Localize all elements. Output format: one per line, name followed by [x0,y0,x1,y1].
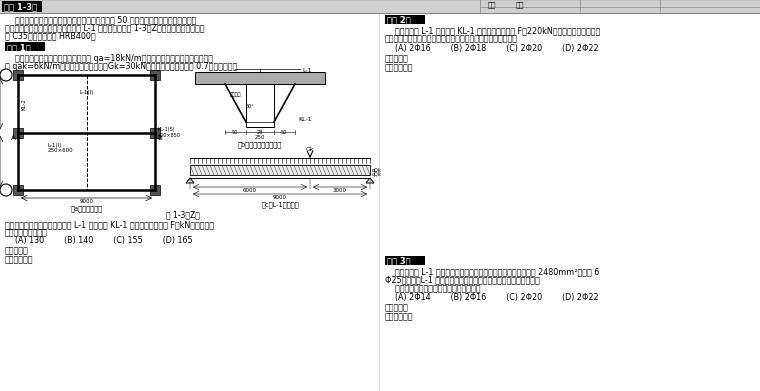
Text: 提示：梁顶钢筋在主梁内满足锚固要求。: 提示：梁顶钢筋在主梁内满足锚固要求。 [385,284,480,293]
Bar [385,15,425,24]
Bar [190,165,370,175]
Text: 主要解答过程: 主要解答过程 [385,63,413,72]
Text: KL-1(S)
400×850: KL-1(S) 400×850 [158,127,181,138]
Text: KL-2: KL-2 [21,98,26,110]
Bar [5,42,45,51]
Text: 3000: 3000 [333,188,347,193]
Text: 28: 28 [257,130,263,135]
Bar [13,127,23,138]
Text: 答案: 答案 [516,1,524,7]
Text: 【题 1-3】: 【题 1-3】 [4,2,37,11]
Text: 主要解答过程: 主要解答过程 [5,255,33,264]
Circle shape [0,69,12,81]
Bar [246,84,274,127]
Text: 附加吊筋承担。试问，附加吊筋的配置选用下列何项最为合适？: 附加吊筋承担。试问，附加吊筋的配置选用下列何项最为合适？ [385,34,518,43]
Text: 图 1-3（Z）: 图 1-3（Z） [166,210,200,219]
Text: Gk: Gk [306,147,315,152]
Text: 【题 3】: 【题 3】 [387,256,410,265]
Text: 9000: 9000 [273,195,287,200]
Text: 某办公楼为现浇混凝土框架结构，设计使用年限 50 年，安全等级为二级，其二层局: 某办公楼为现浇混凝土框架结构，设计使用年限 50 年，安全等级为二级，其二层局 [5,15,196,24]
Text: (A) 2Φ16        (B) 2Φ18        (C) 2Φ20        (D) 2Φ22: (A) 2Φ16 (B) 2Φ18 (C) 2Φ20 (D) 2Φ22 [385,44,599,53]
Text: 部平面图、主次梁节点示意图和次梁 L-1 的计算简图如图 1-3（Z）所示，混凝土强度等: 部平面图、主次梁节点示意图和次梁 L-1 的计算简图如图 1-3（Z）所示，混凝… [5,23,204,32]
Bar [2,1,42,12]
Polygon shape [186,178,194,183]
Bar [150,185,160,195]
Text: 9000: 9000 [80,199,93,204]
Text: KL-1: KL-1 [298,117,312,122]
Text: (A) 2Φ14        (B) 2Φ16        (C) 2Φ20        (D) 2Φ22: (A) 2Φ14 (B) 2Φ16 (C) 2Φ20 (D) 2Φ22 [385,293,599,302]
Text: L-1(I)
250×600: L-1(I) 250×600 [48,142,74,153]
Text: L-1(I): L-1(I) [79,90,93,95]
Bar [385,256,425,265]
Text: (A) 130        (B) 140        (C) 155        (D) 165: (A) 130 (B) 140 (C) 155 (D) 165 [5,236,192,245]
Text: 题号: 题号 [488,1,496,7]
Text: 【题 1】: 【题 1】 [7,43,30,52]
Text: （a）局部平面图: （a）局部平面图 [71,205,103,212]
Text: 考虑楼面活载折减系数时，次梁 L-1 传给主梁 KL-1 的集中荷载设计值 F（kN），与下列: 考虑楼面活载折减系数时，次梁 L-1 传给主梁 KL-1 的集中荷载设计值 F（… [5,220,214,229]
Text: Φ25。试问，L-1 支座上部的纵向钢筋，至少应采用下列何项配置？: Φ25。试问，L-1 支座上部的纵向钢筋，至少应采用下列何项配置？ [385,275,540,284]
Text: 附加箍筋: 附加箍筋 [230,92,242,97]
Text: 主要解答过程: 主要解答过程 [385,312,413,321]
Bar [150,127,160,138]
Circle shape [0,184,12,196]
Text: （c）L-1计算简图: （c）L-1计算简图 [261,201,299,208]
Text: 级 C35，钢筋均采用 HRB400。: 级 C35，钢筋均采用 HRB400。 [5,31,96,40]
Text: 假定，次梁 L-1 跨中下部纵向受力钢筋按计算所需的截面面积为 2480mm²，实配 6: 假定，次梁 L-1 跨中下部纵向受力钢筋按计算所需的截面面积为 2480mm²，… [385,267,599,276]
Polygon shape [366,178,374,183]
Bar [195,72,325,84]
Bar [150,70,160,80]
Text: 假定，次梁上的永久均布荷载标准值 qa=18kN/m（包括自重），可变均布荷载标准: 假定，次梁上的永久均布荷载标准值 qa=18kN/m（包括自重），可变均布荷载标… [5,54,213,63]
Text: （b）主次梁节点示意图: （b）主次梁节点示意图 [238,141,282,148]
Text: 答案：（）: 答案：（） [5,246,29,255]
Text: 答案：（）: 答案：（） [385,54,409,63]
Text: 250: 250 [255,135,265,140]
Text: 假定，次梁 L-1 传给主梁 KL-1 的集中荷载设计值 F＝220kN，且该集中荷载全部由: 假定，次梁 L-1 传给主梁 KL-1 的集中荷载设计值 F＝220kN，且该集… [385,26,600,35]
Text: qQk: qQk [372,172,382,177]
Text: 60°: 60° [245,104,255,109]
Text: qDk: qDk [372,168,382,173]
Text: L-1: L-1 [302,68,312,73]
Bar [0,0,760,13]
Text: 50: 50 [232,130,238,135]
Text: 答案：（）: 答案：（） [385,303,409,312]
Text: 何项数值最为接近？: 何项数值最为接近？ [5,228,48,237]
Bar [13,185,23,195]
Text: B: B [157,135,162,140]
Text: 6000: 6000 [243,188,257,193]
Text: 值 qak=6kN/m，永久集中荷载标准值Gk=30kN，可变荷载组合值系数 0.7。试问，当不: 值 qak=6kN/m，永久集中荷载标准值Gk=30kN，可变荷载组合值系数 0… [5,62,237,71]
Text: 【题 2】: 【题 2】 [387,15,410,24]
Text: 50: 50 [281,130,287,135]
Text: A: A [11,135,16,140]
Bar [13,70,23,80]
